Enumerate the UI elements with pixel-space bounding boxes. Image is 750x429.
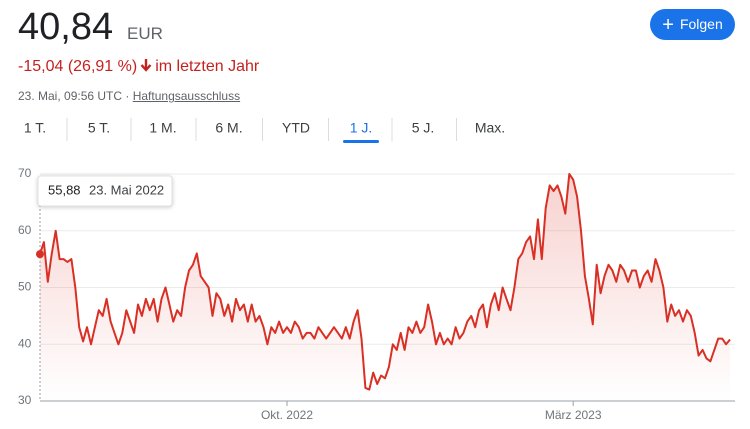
tab[interactable]: 1 M. xyxy=(149,120,176,136)
down-arrow xyxy=(140,59,152,72)
x-tick-label: Okt. 2022 xyxy=(261,408,313,422)
y-tick-label: 70 xyxy=(18,166,32,180)
follow-button[interactable]: + Folgen xyxy=(650,9,735,40)
timestamp: 23. Mai, 09:56 UTC · Haftungsausschluss xyxy=(18,89,240,103)
tab[interactable]: 5 J. xyxy=(412,120,435,136)
tooltip-value: 55,88 xyxy=(48,182,81,197)
change-period: im letzten Jahr xyxy=(155,58,260,75)
tab[interactable]: YTD xyxy=(282,120,310,136)
change: -15,04 (26,91 %) im letzten Jahr xyxy=(18,58,259,76)
tooltip-date: 23. Mai 2022 xyxy=(89,182,164,197)
area-fill xyxy=(40,174,730,401)
y-tick-label: 30 xyxy=(18,393,32,407)
currency: EUR xyxy=(127,24,163,43)
y-tick-label: 50 xyxy=(18,280,32,294)
timestamp-text: 23. Mai, 09:56 UTC · xyxy=(18,89,130,103)
y-tick-label: 40 xyxy=(18,336,32,350)
price-line xyxy=(39,173,731,391)
follow-label: Folgen xyxy=(679,16,723,32)
y-tick-label: 60 xyxy=(18,223,32,237)
tab[interactable]: 1 J. xyxy=(350,120,373,136)
tab[interactable]: 1 T. xyxy=(24,120,46,136)
tab-underline xyxy=(343,140,379,143)
disclaimer-link[interactable]: Haftungsausschluss xyxy=(132,89,241,103)
x-tick-label: März 2023 xyxy=(545,408,602,422)
price: 40,84 xyxy=(18,6,114,48)
plus-icon: + xyxy=(662,14,674,36)
tooltip-box xyxy=(37,175,173,207)
hover-dot xyxy=(36,250,44,259)
tab[interactable]: 6 M. xyxy=(215,120,242,136)
tab[interactable]: Max. xyxy=(475,120,505,136)
tab[interactable]: 5 T. xyxy=(88,120,110,136)
change-value: -15,04 (26,91 %) xyxy=(18,58,138,75)
